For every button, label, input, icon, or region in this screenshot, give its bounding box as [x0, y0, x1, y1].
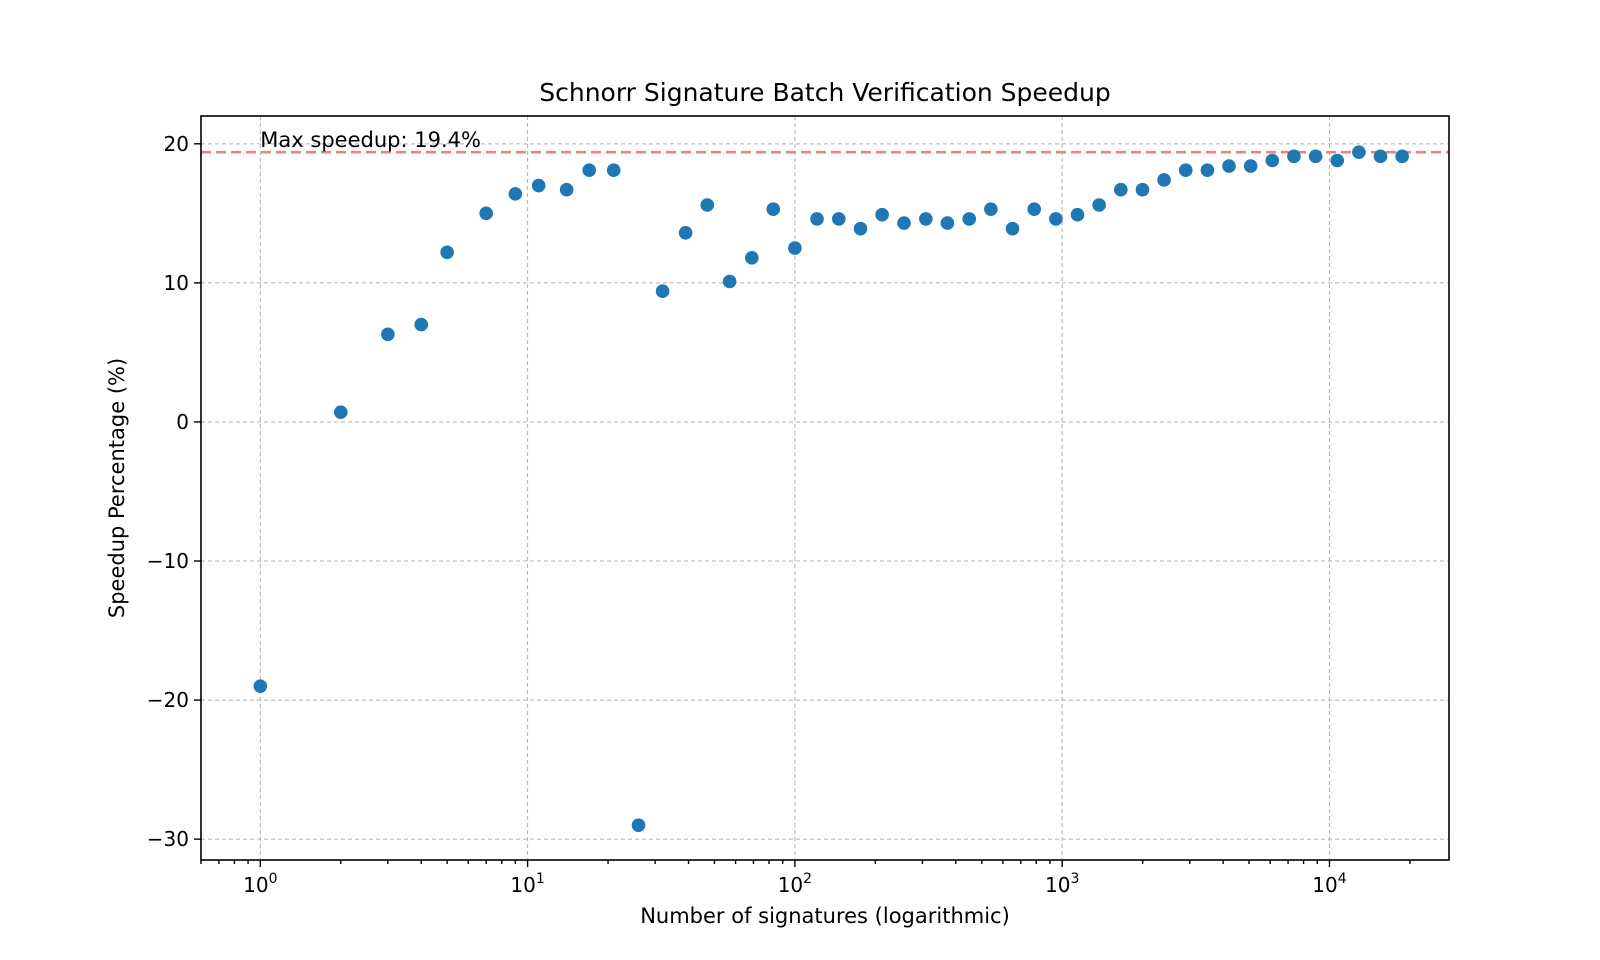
data-point: [1265, 153, 1280, 168]
x-tick-label: 102: [778, 871, 812, 897]
data-point: [1395, 149, 1409, 164]
data-point: [1005, 221, 1020, 236]
y-axis-label: Speedup Percentage (%): [105, 358, 129, 618]
x-tick-label: 100: [243, 871, 277, 897]
data-point: [1308, 149, 1323, 164]
data-point: [853, 221, 868, 236]
data-point: [631, 818, 646, 833]
x-tick-label: 103: [1045, 871, 1079, 897]
data-point: [722, 274, 737, 289]
data-point: [832, 212, 846, 226]
data-point: [253, 679, 268, 693]
data-point: [919, 212, 933, 226]
data-point: [788, 241, 802, 255]
data-point: [984, 202, 998, 216]
data-point: [606, 163, 621, 178]
data-point: [1049, 212, 1063, 226]
data-point: [678, 226, 693, 240]
data-point: [1243, 159, 1258, 173]
data-point: [897, 216, 911, 230]
data-point: [1373, 149, 1388, 164]
x-axis-label: Number of signatures (logarithmic): [640, 904, 1010, 928]
data-point: [440, 245, 454, 260]
data-point: [1287, 149, 1301, 164]
data-point: [1114, 182, 1128, 197]
data-point: [479, 206, 493, 221]
data-point: [1157, 173, 1171, 187]
data-point: [700, 198, 715, 212]
data-point: [962, 212, 977, 226]
chart-title: Schnorr Signature Batch Verification Spe…: [539, 78, 1111, 107]
data-point: [745, 251, 759, 265]
data-point: [381, 327, 395, 342]
data-point: [940, 216, 955, 230]
y-tick-label: 10: [164, 271, 189, 295]
data-point: [1070, 207, 1085, 222]
data-point: [1200, 163, 1215, 178]
data-point: [1027, 202, 1042, 216]
x-tick-label: 101: [510, 871, 544, 897]
max-speedup-annotation: Max speedup: 19.4%: [260, 128, 481, 152]
data-point: [810, 212, 824, 226]
data-point: [1330, 153, 1345, 168]
data-point: [582, 163, 596, 178]
x-tick-label: 104: [1312, 871, 1346, 897]
data-point: [559, 182, 574, 197]
data-point: [508, 187, 523, 201]
data-point: [655, 284, 670, 299]
y-tick-label: −30: [147, 827, 189, 851]
y-tick-label: −20: [147, 688, 189, 712]
y-tick-label: 20: [164, 132, 189, 156]
data-point: [1352, 145, 1366, 159]
y-tick-label: 0: [176, 410, 189, 434]
data-point: [1092, 198, 1106, 212]
plot-frame: [200, 115, 1450, 861]
data-point: [333, 405, 348, 420]
data-point: [1178, 163, 1193, 178]
data-point: [531, 178, 546, 193]
y-tick-label: −10: [147, 549, 189, 573]
data-point: [1135, 182, 1150, 197]
grid-lines: [201, 116, 1449, 860]
data-point: [414, 317, 429, 332]
data-point: [1222, 159, 1236, 173]
axis-ticks: [194, 143, 1411, 867]
data-point: [766, 202, 781, 216]
data-point: [875, 207, 889, 222]
data-points: [253, 145, 1409, 833]
